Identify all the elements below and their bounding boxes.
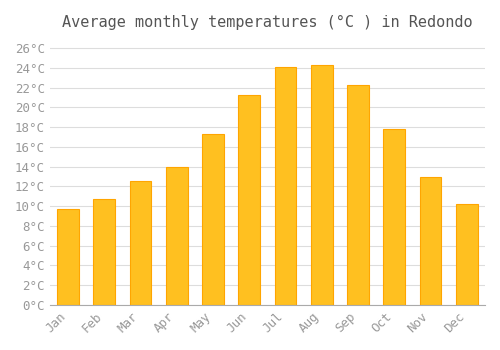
Bar	[130, 181, 152, 305]
Bar	[202, 134, 224, 305]
Bar	[166, 167, 188, 305]
Bar	[311, 65, 332, 305]
Bar	[347, 85, 369, 305]
Bar	[57, 209, 79, 305]
Bar	[94, 199, 115, 305]
Title: Average monthly temperatures (°C ) in Redondo: Average monthly temperatures (°C ) in Re…	[62, 15, 472, 30]
Bar	[238, 96, 260, 305]
Bar	[456, 204, 477, 305]
Bar	[274, 67, 296, 305]
Bar	[420, 176, 442, 305]
Bar	[384, 129, 405, 305]
